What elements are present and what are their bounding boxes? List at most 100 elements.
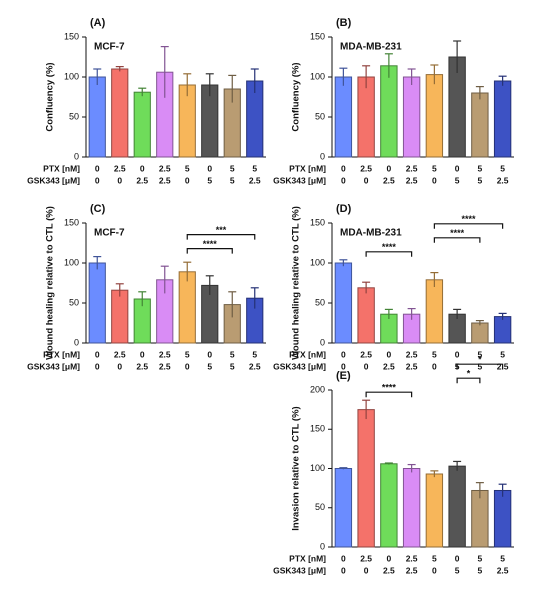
condition-value: 0 — [364, 565, 369, 575]
condition-value: 2.5 — [136, 175, 148, 185]
chart-title: MDA-MB-231 — [340, 228, 402, 239]
condition-value: 5 — [185, 163, 190, 173]
condition-value: 2.5 — [249, 361, 261, 371]
significance-label: **** — [203, 239, 218, 249]
condition-value: 5 — [478, 553, 483, 563]
bar — [334, 76, 353, 158]
condition-value: 0 — [140, 163, 145, 173]
condition-value: 2.5 — [159, 361, 171, 371]
y-tick-label: 0 — [320, 337, 325, 347]
condition-value: 0 — [207, 163, 212, 173]
row-label: PTX [nM] — [289, 553, 326, 563]
significance-label: **** — [382, 383, 397, 393]
significance-bracket — [456, 363, 504, 370]
condition-value: 2.5 — [406, 565, 418, 575]
condition-value: 0 — [387, 349, 392, 359]
condition-value: 0 — [95, 163, 100, 173]
condition-value: 0 — [455, 553, 460, 563]
bar — [425, 74, 444, 158]
condition-value: 0 — [95, 175, 100, 185]
condition-value: 2.5 — [114, 349, 126, 359]
condition-value: 5 — [500, 553, 505, 563]
significance-label: **** — [461, 214, 476, 224]
condition-value: 2.5 — [360, 553, 372, 563]
y-axis-label: Wound healing relative to CTL (%) — [291, 206, 302, 360]
condition-value: 5 — [252, 163, 257, 173]
condition-value: 2.5 — [406, 175, 418, 185]
y-tick-label: 0 — [320, 151, 325, 161]
condition-value: 5 — [185, 349, 190, 359]
bar — [111, 68, 129, 158]
condition-value: 2.5 — [114, 163, 126, 173]
bar — [178, 271, 196, 344]
bar — [357, 287, 375, 344]
condition-value: 5 — [432, 163, 437, 173]
bar — [357, 409, 375, 548]
condition-value: 5 — [252, 349, 257, 359]
condition-value: 2.5 — [136, 361, 148, 371]
row-label: PTX [nM] — [289, 163, 326, 173]
condition-value: 5 — [207, 361, 212, 371]
condition-value: 2.5 — [360, 349, 372, 359]
panel-label: (A) — [90, 17, 106, 29]
y-tick-label: 100 — [64, 71, 79, 81]
condition-value: 2.5 — [383, 361, 395, 371]
bar — [493, 80, 512, 158]
row-label: PTX [nM] — [43, 163, 80, 173]
condition-value: 0 — [341, 175, 346, 185]
condition-value: 2.5 — [497, 175, 509, 185]
condition-value: 5 — [500, 163, 505, 173]
condition-value: 0 — [341, 361, 346, 371]
condition-value: 5 — [478, 163, 483, 173]
condition-value: 0 — [455, 163, 460, 173]
condition-value: 0 — [185, 361, 190, 371]
y-tick-label: 0 — [74, 151, 79, 161]
condition-value: 5 — [500, 349, 505, 359]
y-tick-label: 0 — [320, 541, 325, 551]
chart-title: MCF-7 — [94, 228, 125, 239]
condition-value: 2.5 — [406, 361, 418, 371]
significance-bracket — [433, 223, 504, 229]
condition-value: 2.5 — [406, 553, 418, 563]
condition-value: 5 — [455, 175, 460, 185]
y-tick-label: 50 — [69, 111, 79, 121]
condition-value: 0 — [117, 175, 122, 185]
significance-bracket — [186, 248, 233, 254]
condition-value: 0 — [387, 553, 392, 563]
condition-value: 5 — [455, 565, 460, 575]
y-axis-label: Wound healing relative to CTL (%) — [45, 206, 56, 360]
condition-value: 5 — [207, 175, 212, 185]
row-label: PTX [nM] — [289, 349, 326, 359]
y-tick-label: 100 — [310, 463, 325, 473]
row-label: GSK343 [μM] — [273, 565, 326, 575]
row-label: GSK343 [μM] — [273, 361, 326, 371]
bar — [471, 92, 489, 158]
bar — [402, 468, 421, 548]
significance-bracket — [365, 391, 413, 398]
condition-value: 2.5 — [406, 349, 418, 359]
y-tick-label: 200 — [310, 384, 325, 394]
condition-value: 5 — [230, 361, 235, 371]
condition-value: 5 — [432, 553, 437, 563]
condition-value: 5 — [432, 349, 437, 359]
condition-value: 2.5 — [159, 349, 171, 359]
panel-label: (E) — [336, 370, 351, 382]
condition-value: 0 — [207, 349, 212, 359]
y-axis-label: Confluency (%) — [45, 62, 56, 131]
y-tick-label: 0 — [74, 337, 79, 347]
condition-value: 0 — [341, 565, 346, 575]
condition-value: 0 — [117, 361, 122, 371]
row-label: PTX [nM] — [43, 349, 80, 359]
bar — [425, 279, 444, 344]
panel-label: (D) — [336, 203, 352, 215]
y-tick-label: 50 — [69, 297, 79, 307]
bar — [334, 468, 353, 548]
bar — [88, 76, 106, 158]
significance-bracket — [433, 237, 481, 243]
condition-value: 0 — [455, 349, 460, 359]
condition-value: 2.5 — [383, 175, 395, 185]
significance-bracket — [456, 377, 481, 384]
condition-value: 0 — [341, 349, 346, 359]
panel-label: (C) — [90, 203, 106, 215]
